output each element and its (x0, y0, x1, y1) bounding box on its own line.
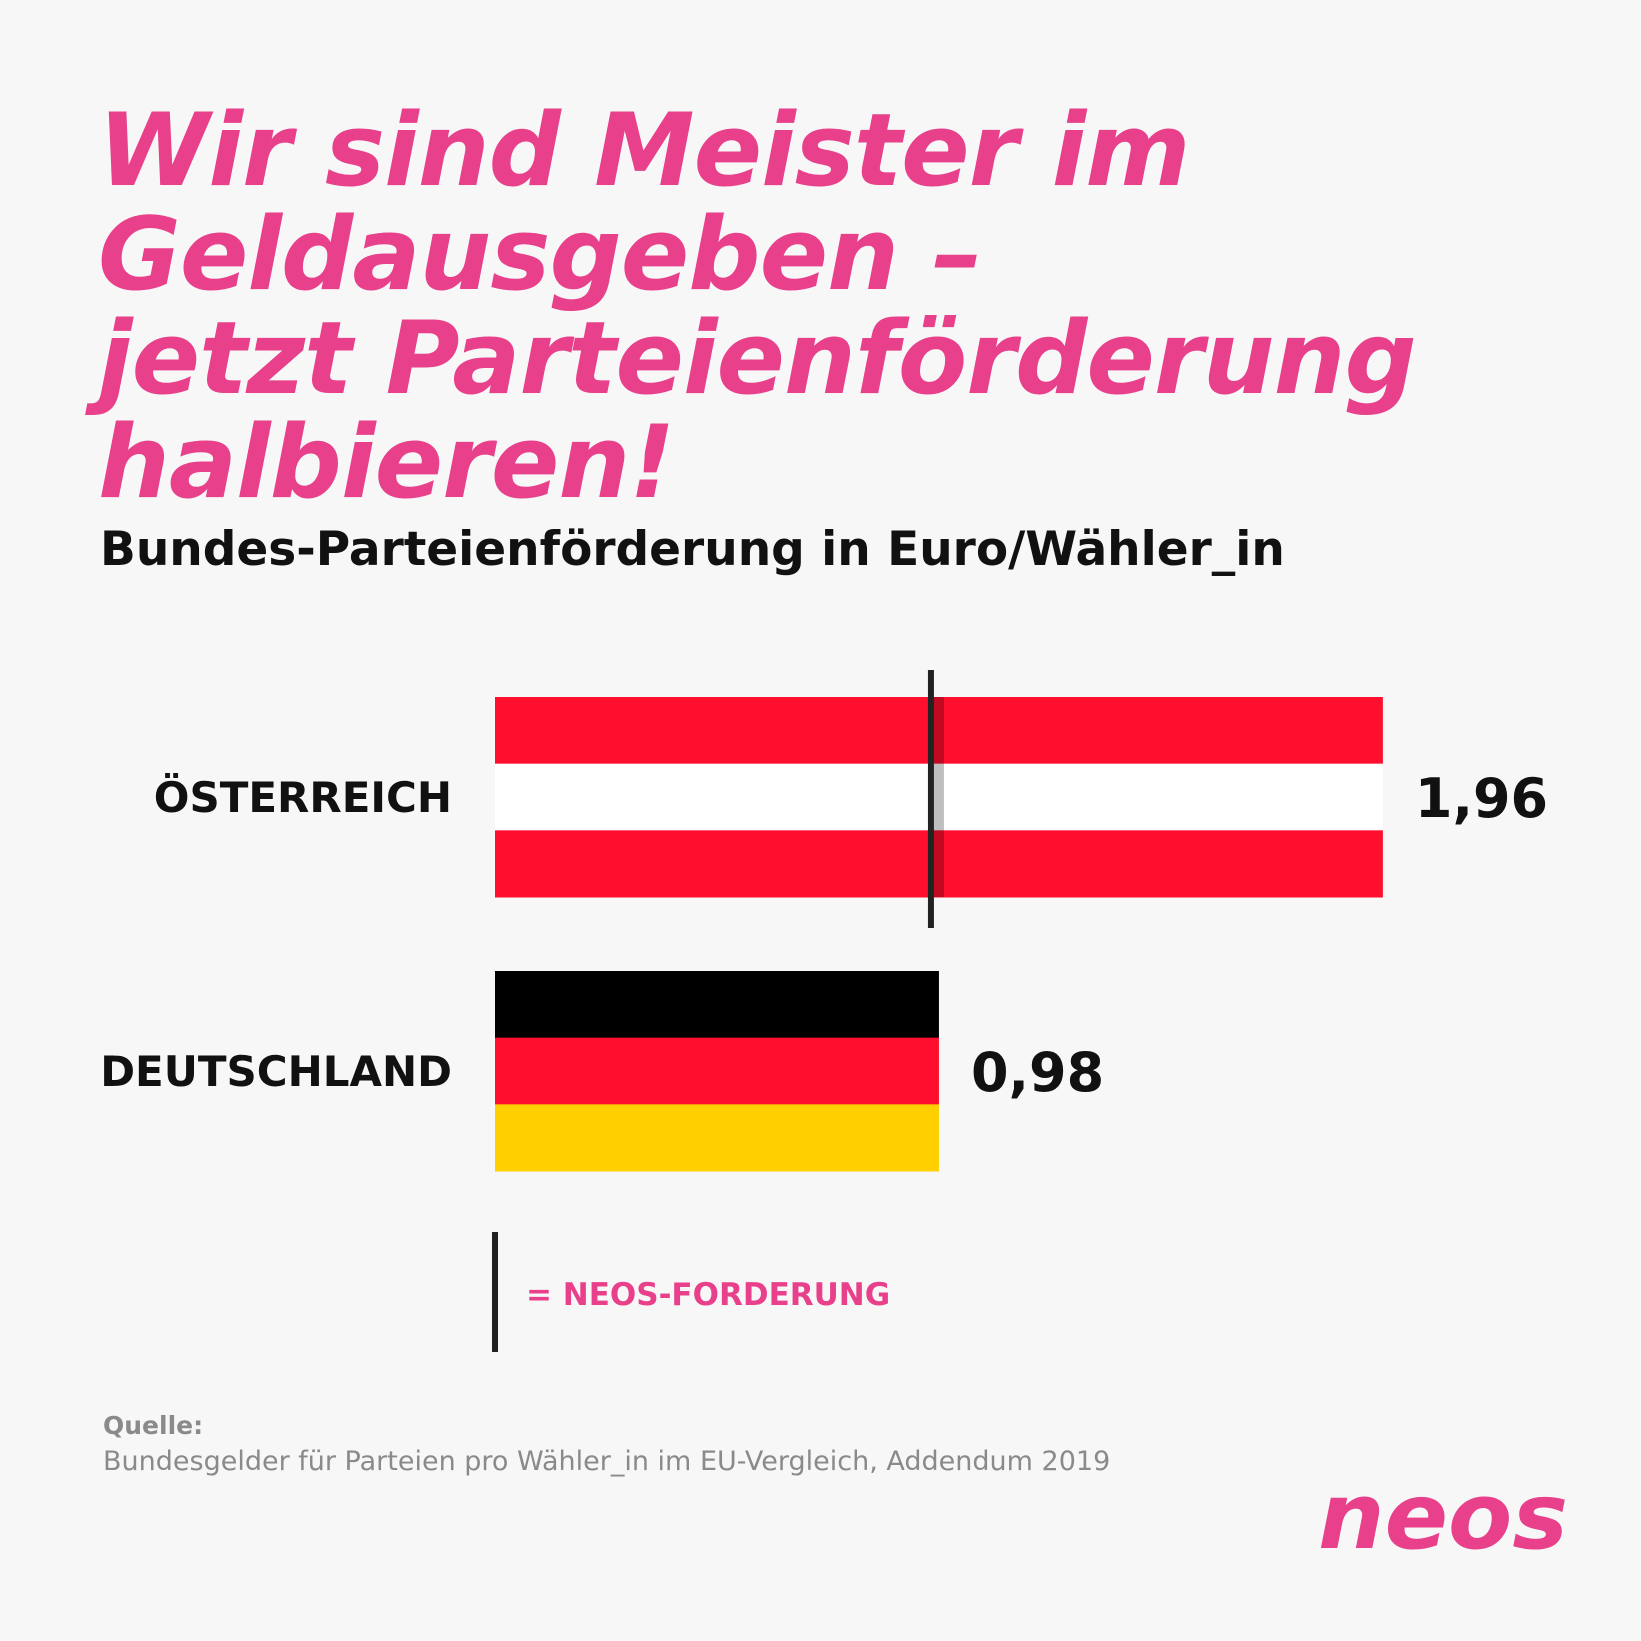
bar-stripe (495, 1037, 939, 1105)
category-label: ÖSTERREICH (154, 772, 452, 822)
bar-stripe (495, 1104, 939, 1172)
labels-group: ÖSTERREICH 1,96 DEUTSCHLAND 0,98 (100, 767, 1548, 1104)
bar-stripe (495, 971, 939, 1039)
value-label: 1,96 (1415, 767, 1548, 830)
legend-text: = NEOS-FORDERUNG (526, 1277, 890, 1313)
bar-germany (495, 971, 939, 1172)
neos-demand-line-shadow (933, 697, 944, 897)
bar-chart: ÖSTERREICH 1,96 DEUTSCHLAND 0,98 = NEOS-FOR… (100, 670, 1548, 1352)
neos-logo-text: neos (1318, 1470, 1568, 1570)
bars-group (495, 670, 1383, 1172)
headline-line-4: halbieren! (98, 403, 675, 521)
bar-stripe (495, 830, 1383, 898)
bar-stripe (495, 697, 1383, 765)
headline-line-1: Wir sind Meister im (98, 91, 1190, 209)
headline-line-3: jetzt Parteienförderung (98, 299, 1417, 417)
bar-austria (495, 697, 1383, 898)
headline: Wir sind Meister im Geldausgeben – jetzt… (98, 98, 1618, 514)
value-label: 0,98 (971, 1041, 1104, 1104)
legend: = NEOS-FORDERUNG (492, 1232, 890, 1352)
headline-line-2: Geldausgeben – (98, 195, 983, 313)
bar-stripe (495, 763, 1383, 831)
source-text: Bundesgelder für Parteien pro Wähler_in … (103, 1446, 1111, 1477)
source-label: Quelle: (103, 1411, 204, 1440)
chart-title: Bundes-Parteienförderung in Euro/Wähler_… (100, 522, 1285, 577)
category-label: DEUTSCHLAND (100, 1047, 452, 1096)
neos-logo: neos (1318, 1470, 1568, 1570)
